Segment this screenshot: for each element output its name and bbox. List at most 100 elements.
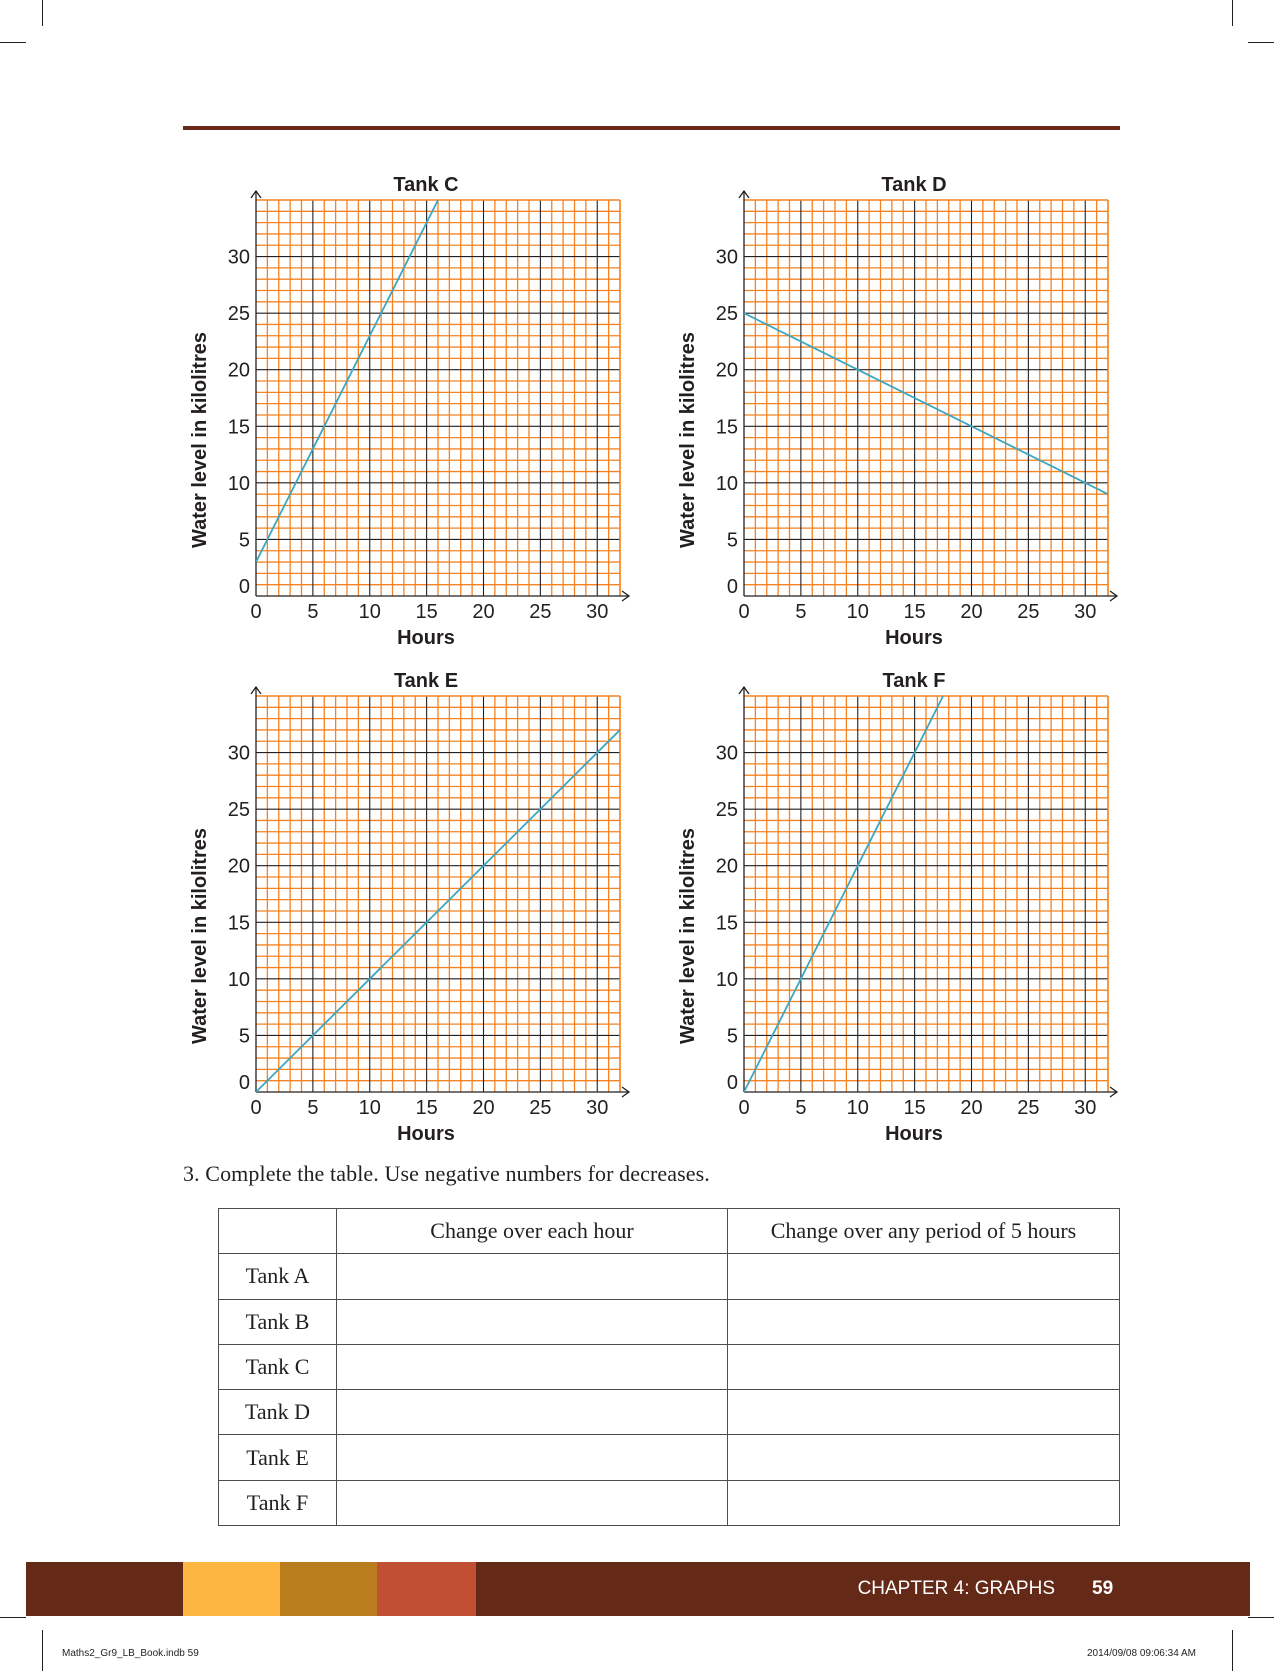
row-label: Tank D (218, 1389, 337, 1436)
y-tick-label: 30 (716, 247, 738, 269)
table-header-change-hour: Change over each hour (336, 1207, 728, 1255)
x-tick-label: 10 (359, 601, 381, 623)
x-tick-label: 15 (416, 601, 438, 623)
answer-cell[interactable] (336, 1298, 728, 1345)
chart-title: Tank C (393, 174, 458, 196)
y-axis-arrow-icon (250, 189, 262, 199)
x-axis-arrow-icon (621, 1086, 631, 1098)
answer-cell[interactable] (336, 1479, 728, 1527)
x-tick-label: 30 (586, 601, 608, 623)
x-axis-arrow-icon (1109, 590, 1119, 602)
y-tick-label: 10 (228, 969, 250, 991)
answer-cell[interactable] (727, 1479, 1120, 1527)
chart-tank-e: 0 5 10 15 20 25 30 0 5 10 15 20 25 30 Tank E Hours Water… (189, 670, 631, 1145)
table-row: Tank B (218, 1298, 1120, 1345)
x-tick-label: 15 (904, 1097, 926, 1119)
table-row: Tank D (218, 1389, 1120, 1436)
x-tick-label: 30 (1074, 601, 1096, 623)
x-axis-arrow-icon (621, 590, 631, 602)
y-tick-label: 20 (716, 360, 738, 382)
chapter-title: CHAPTER 4: GRAPHS (857, 1578, 1055, 1599)
y-tick-label: 30 (716, 743, 738, 765)
x-tick-label: 5 (307, 601, 318, 623)
x-tick-label: 25 (529, 601, 551, 623)
crop-mark (42, 0, 43, 26)
y-axis-label: Water level in kilolitres (677, 332, 699, 548)
y-axis-arrow-icon (738, 189, 750, 199)
x-tick-label: 15 (416, 1097, 438, 1119)
x-tick-label: 0 (738, 601, 749, 623)
x-tick-label: 0 (738, 1097, 749, 1119)
x-tick-label: 25 (1017, 601, 1039, 623)
x-tick-label: 25 (529, 1097, 551, 1119)
footer-swatch-red (377, 1562, 476, 1616)
x-tick-label: 5 (307, 1097, 318, 1119)
answer-cell[interactable] (336, 1253, 728, 1300)
y-axis-label: Water level in kilolitres (189, 332, 211, 548)
x-tick-label: 20 (472, 1097, 494, 1119)
y-tick-label: 25 (716, 799, 738, 821)
answer-cell[interactable] (727, 1253, 1120, 1300)
chart-tank-f: 0 5 10 15 20 25 30 0 5 10 15 20 25 30 Tank F Hours Water… (677, 670, 1119, 1145)
footer-swatch-ochre (280, 1562, 377, 1616)
answer-table: Change over each hour Change over any pe… (218, 1207, 1120, 1527)
slug-timestamp: 2014/09/08 09:06:34 AM (1087, 1648, 1196, 1659)
x-tick-label: 30 (586, 1097, 608, 1119)
answer-cell[interactable] (727, 1389, 1120, 1436)
footer-swatch-yellow (183, 1562, 280, 1616)
grid (744, 199, 1109, 596)
chart-title: Tank D (881, 174, 946, 196)
chart-tank-d: 0 5 10 15 20 25 30 0 5 10 15 20 25 30 Tank D Hours Water… (677, 174, 1119, 649)
table-header-change-5-hours: Change over any period of 5 hours (727, 1207, 1120, 1255)
x-tick-label: 10 (359, 1097, 381, 1119)
x-axis-label: Hours (885, 627, 943, 649)
y-tick-label: 5 (727, 1025, 738, 1047)
answer-cell[interactable] (727, 1434, 1120, 1481)
crop-mark (0, 1617, 26, 1618)
series-line (256, 729, 621, 1092)
y-tick-label: 0 (727, 576, 738, 598)
crop-mark (1248, 1617, 1274, 1618)
y-tick-label: 0 (239, 576, 250, 598)
x-tick-label: 20 (960, 1097, 982, 1119)
x-tick-label: 0 (250, 1097, 261, 1119)
x-axis-arrow-icon (1109, 1086, 1119, 1098)
chart-tank-c: 0 5 10 15 20 25 30 0 5 10 15 20 25 30 Tank C Hours Water… (189, 174, 631, 649)
answer-cell[interactable] (336, 1343, 728, 1391)
x-tick-label: 10 (847, 1097, 869, 1119)
y-tick-label: 25 (716, 303, 738, 325)
y-tick-label: 0 (727, 1072, 738, 1094)
answer-cell[interactable] (727, 1298, 1120, 1345)
chart-title: Tank E (394, 670, 458, 692)
answer-cell[interactable] (336, 1434, 728, 1481)
row-label: Tank F (218, 1479, 337, 1527)
row-label: Tank B (218, 1298, 337, 1345)
y-axis-arrow-icon (250, 685, 262, 695)
question-3: 3. Complete the table. Use negative numb… (183, 1161, 710, 1186)
x-tick-label: 20 (960, 601, 982, 623)
y-tick-label: 5 (727, 529, 738, 551)
y-tick-label: 15 (228, 912, 250, 934)
series-line (744, 695, 944, 1092)
x-axis-label: Hours (397, 627, 455, 649)
page-number: 59 (1092, 1578, 1114, 1599)
crop-mark (1248, 42, 1274, 43)
y-tick-label: 5 (239, 1025, 250, 1047)
y-tick-label: 10 (716, 969, 738, 991)
y-tick-label: 20 (228, 856, 250, 878)
table-header-row: Change over each hour Change over any pe… (218, 1207, 1120, 1255)
table-row: Tank C (218, 1343, 1120, 1391)
x-tick-label: 30 (1074, 1097, 1096, 1119)
y-axis-label: Water level in kilolitres (677, 828, 699, 1044)
answer-cell[interactable] (336, 1389, 728, 1436)
crop-mark (1232, 0, 1233, 26)
x-tick-label: 25 (1017, 1097, 1039, 1119)
x-axis-label: Hours (397, 1123, 455, 1145)
header-rule (183, 126, 1120, 130)
crop-mark (0, 42, 26, 43)
x-tick-label: 20 (472, 601, 494, 623)
answer-cell[interactable] (727, 1343, 1120, 1391)
y-tick-label: 30 (228, 247, 250, 269)
y-tick-label: 10 (716, 473, 738, 495)
y-tick-label: 20 (228, 360, 250, 382)
